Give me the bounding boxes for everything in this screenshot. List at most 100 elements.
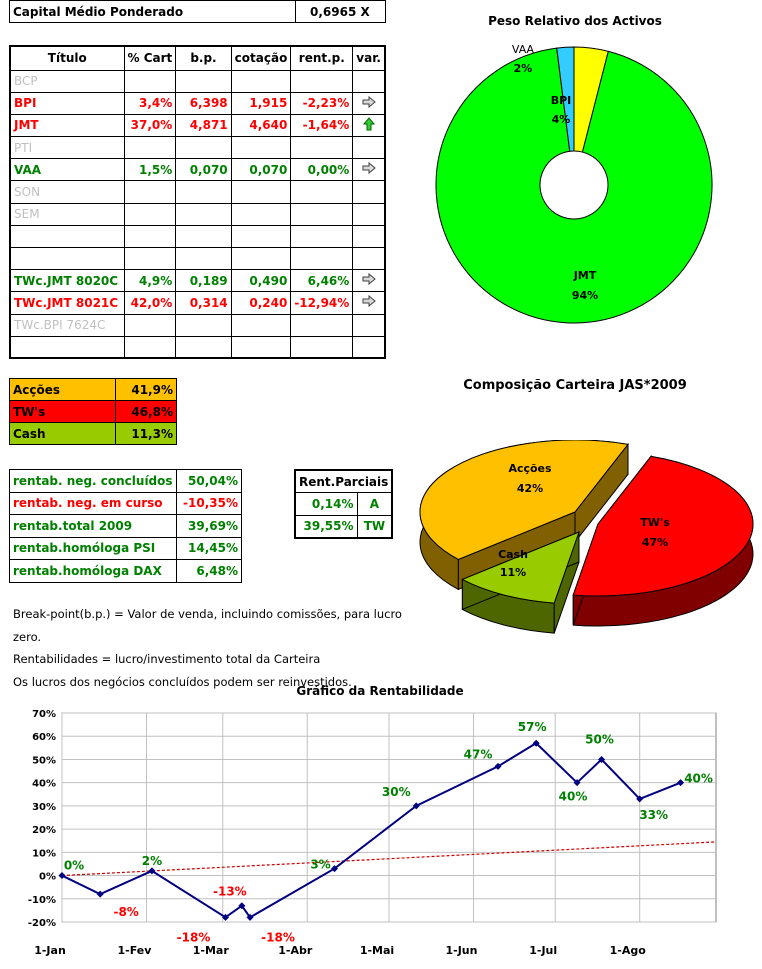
cell-var: [352, 113, 386, 138]
cell-cart: 4,9%: [123, 269, 177, 293]
table-row: TWc.JMT 8021C 42,0% 0,314 0,240 -12,94%: [9, 291, 386, 315]
y-tick-label: 20%: [32, 825, 56, 836]
data-label: -18%: [261, 930, 295, 944]
arrow-right-icon: [362, 162, 376, 175]
donut-label-jmt: JMT: [573, 269, 597, 282]
table-row: BPI 3,4% 6,398 1,915 -2,23%: [9, 91, 386, 115]
cell-cot: 0,240: [230, 291, 292, 315]
donut-label-vaa: VAA: [512, 43, 535, 56]
cell-titulo: BPI: [9, 91, 125, 115]
cell-cot: [230, 69, 292, 93]
rentab-label: rentab. neg. em curso: [9, 491, 177, 515]
note-lucros: Os lucros dos negócios concluídos podem …: [13, 674, 352, 689]
cell-cart: [123, 335, 177, 359]
col-rent: rent.p.: [290, 45, 354, 71]
pie3d-chart: Acções 42% TW's 47% Cash 11%: [419, 440, 754, 634]
pie3d-label: TW's: [640, 516, 670, 529]
y-tick-label: -20%: [28, 918, 56, 929]
cell-cot: [230, 224, 292, 249]
y-tick-label: 0%: [39, 872, 56, 883]
cell-bp: 4,871: [175, 113, 232, 138]
col-bp: b.p.: [175, 45, 232, 71]
table-row: [9, 246, 386, 271]
cell-cart: [123, 246, 177, 271]
pie3d-slice-cash: [461, 531, 580, 604]
rentab-row: rentab. neg. em curso -10,35%: [9, 491, 243, 515]
cell-rent: [290, 335, 354, 359]
capital-table: Capital Médio Ponderado 0,6965 X: [9, 0, 386, 23]
cell-titulo: [9, 335, 125, 359]
cell-cart: 42,0%: [123, 291, 177, 315]
x-tick-label: 1-Fev: [118, 944, 153, 957]
cell-rent: [290, 246, 354, 271]
cell-cot: [230, 313, 292, 337]
donut-value-bpi: 4%: [552, 113, 571, 126]
cell-titulo: VAA: [9, 158, 125, 182]
cell-var: [352, 269, 386, 293]
cell-cart: 1,5%: [123, 158, 177, 182]
x-tick-label: 1-Mai: [360, 944, 394, 957]
x-tick-label: 1-Ago: [610, 944, 647, 957]
col-var: var.: [352, 45, 386, 71]
rentab-value: 14,45%: [175, 536, 243, 560]
cell-bp: [175, 136, 232, 160]
cell-cot: [230, 246, 292, 271]
donut-label-bpi: BPI: [551, 94, 572, 107]
data-point: [148, 867, 156, 875]
pie3d-chart-title: Composição Carteira JAS*2009: [463, 378, 687, 393]
donut-slice-jmt: [435, 47, 713, 324]
data-label: 50%: [585, 732, 614, 746]
cell-rent: -2,23%: [290, 91, 354, 115]
data-label: 2%: [142, 854, 162, 868]
table-row: VAA 1,5% 0,070 0,070 0,00%: [9, 158, 386, 182]
donut-value-jmt: 94%: [572, 289, 598, 302]
table-row: SON: [9, 180, 386, 204]
cell-titulo: [9, 246, 125, 271]
note-rentabilidades: Rentabilidades = lucro/investimento tota…: [13, 652, 321, 666]
cell-cot: [230, 335, 292, 359]
rentab-label: rentab.total 2009: [9, 514, 177, 538]
donut-value-vaa: 2%: [514, 62, 533, 75]
cell-cart: [123, 313, 177, 337]
data-point: [494, 762, 502, 770]
line-chart-title: Gráfico da Rentabilidade: [296, 684, 464, 698]
donut-chart: JMT 94% VAA 2% BPI 4%: [435, 43, 713, 324]
cell-titulo: JMT: [9, 113, 125, 138]
cell-var: [352, 91, 386, 115]
rentab-value: 50,04%: [175, 469, 243, 493]
cell-titulo: SON: [9, 180, 125, 204]
data-label: -13%: [213, 885, 247, 899]
composition-row-tws: TW's 46,8%: [9, 400, 177, 423]
cell-titulo: TWc.BPI 7624C: [9, 313, 125, 337]
composition-label: TW's: [9, 400, 116, 423]
cell-bp: [175, 246, 232, 271]
cell-titulo: TWc.JMT 8021C: [9, 291, 125, 315]
cell-bp: [175, 69, 232, 93]
pie3d-slice-tws: [572, 455, 754, 597]
assets-header-row: Título % Cart b.p. cotação rent.p. var.: [9, 45, 386, 71]
cell-var: [352, 202, 386, 226]
x-tick-label: 1-Jan: [34, 944, 66, 957]
cell-cot: [230, 202, 292, 226]
x-tick-label: 1-Abr: [278, 944, 313, 957]
cell-bp: [175, 313, 232, 337]
arrow-right-icon: [362, 273, 376, 286]
rent-parciais-tag: A: [356, 492, 393, 516]
pie3d-value: 11%: [500, 566, 526, 579]
cell-titulo: TWc.JMT 8020C: [9, 269, 125, 293]
data-point: [532, 739, 540, 747]
cell-rent: -12,94%: [290, 291, 354, 315]
cell-cot: 0,070: [230, 158, 292, 182]
data-point: [238, 902, 246, 910]
cell-var: [352, 158, 386, 182]
rent-parciais-header: Rent.Parciais: [294, 469, 393, 493]
arrow-right-icon: [362, 95, 376, 108]
cell-var: [352, 136, 386, 160]
cell-titulo: [9, 224, 125, 249]
data-label: -18%: [177, 930, 211, 944]
cell-titulo: PTI: [9, 136, 125, 160]
rentab-value: 39,69%: [175, 514, 243, 538]
data-point: [222, 913, 229, 921]
cell-var: [352, 335, 386, 359]
pie3d-label: Cash: [498, 548, 528, 561]
